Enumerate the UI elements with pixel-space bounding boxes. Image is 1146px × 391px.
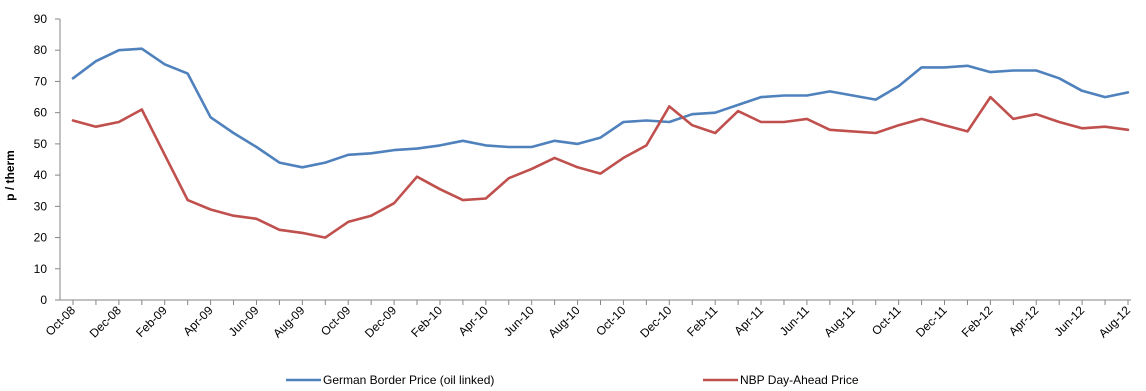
x-tick-label: Aug-10 bbox=[545, 303, 582, 340]
x-tick-label: Jun-11 bbox=[777, 303, 812, 338]
x-tick-label: Dec-08 bbox=[87, 303, 124, 340]
series-lines bbox=[71, 47, 1130, 239]
x-tick-label: Feb-10 bbox=[408, 303, 445, 340]
x-tick-label: Apr-10 bbox=[456, 303, 492, 339]
x-tick-label: Dec-09 bbox=[362, 303, 399, 340]
x-tick-label: Oct-10 bbox=[593, 303, 629, 339]
y-tick-label: 30 bbox=[34, 199, 48, 213]
x-tick-label: Jun-12 bbox=[1051, 303, 1087, 339]
y-tick-label: 90 bbox=[34, 12, 48, 26]
x-tick-label: Jun-09 bbox=[226, 303, 262, 339]
y-axis: 0 10 20 30 40 50 60 70 80 90 bbox=[34, 12, 61, 307]
y-tick-label: 20 bbox=[34, 231, 48, 245]
legend-label-1: German Border Price (oil linked) bbox=[323, 373, 494, 387]
x-tick-label: Dec-11 bbox=[913, 303, 950, 340]
x-tick-label: Apr-09 bbox=[180, 303, 216, 339]
series-line-2 bbox=[71, 95, 1130, 239]
x-tick-label: Oct-09 bbox=[318, 303, 354, 339]
x-tick-label: Feb-09 bbox=[133, 303, 170, 340]
x-tick-label: Oct-11 bbox=[869, 303, 904, 338]
y-tick-label: 70 bbox=[34, 74, 48, 88]
legend-label-2: NBP Day-Ahead Price bbox=[740, 373, 859, 387]
x-axis: Oct-08 Dec-08 Feb-09 Apr-09 Jun-09 Aug-09 Oct-… bbox=[43, 299, 1133, 340]
x-tick-label: Apr-11 bbox=[731, 303, 766, 338]
legend: German Border Price (oil linked) NBP Day-… bbox=[286, 373, 859, 387]
x-tick-label: Oct-08 bbox=[43, 303, 79, 339]
y-tick-label: 50 bbox=[34, 137, 48, 151]
x-tick-label: Aug-09 bbox=[270, 303, 307, 340]
y-tick-label: 0 bbox=[40, 293, 47, 307]
x-tick-label: Feb-11 bbox=[684, 303, 720, 339]
y-tick-label: 60 bbox=[34, 106, 48, 120]
x-tick-label: Apr-12 bbox=[1006, 303, 1042, 339]
x-tick-label: Jun-10 bbox=[501, 303, 537, 339]
x-tick-label: Dec-10 bbox=[637, 303, 674, 340]
y-tick-label: 10 bbox=[34, 262, 48, 276]
y-axis-title: p / therm bbox=[3, 150, 17, 201]
x-tick-label: Feb-12 bbox=[959, 303, 996, 340]
y-tick-label: 40 bbox=[34, 168, 48, 182]
x-tick-label: Aug-11 bbox=[821, 303, 858, 340]
y-tick-label: 80 bbox=[34, 43, 48, 57]
series-line-1 bbox=[71, 47, 1130, 169]
x-tick-label: Aug-12 bbox=[1096, 303, 1133, 340]
